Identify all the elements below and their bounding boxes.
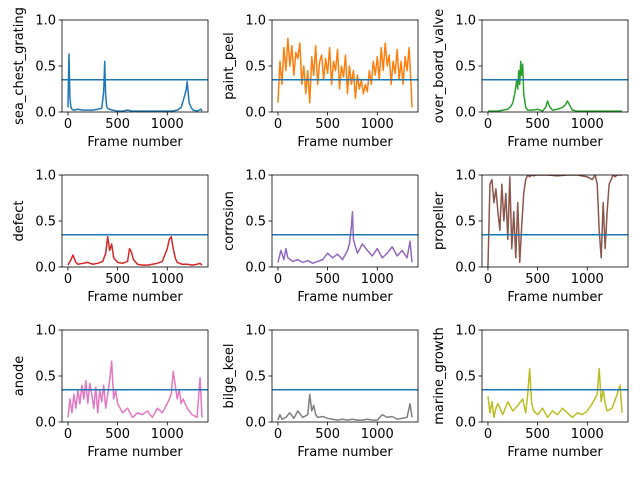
y-tick-label: 0.0 [35, 416, 56, 431]
y-tick-label: 1.0 [245, 324, 266, 339]
y-tick-label: 1.0 [455, 324, 476, 339]
y-tick-label: 0.5 [35, 60, 56, 75]
x-tick-label: 500 [315, 117, 340, 132]
x-tick-label: 500 [105, 272, 130, 287]
y-axis-label: anode [12, 356, 27, 396]
y-axis-label: sea_chest_grating [12, 7, 27, 125]
x-tick-label: 1000 [151, 427, 184, 442]
x-axis-label: Frame number [87, 135, 183, 150]
x-tick-label: 1000 [361, 272, 394, 287]
subplot-defect: 0 500 1000 0.0 0.5 1.0 Frame number defect [12, 169, 209, 305]
x-tick-label: 1000 [361, 427, 394, 442]
y-axis-label: marine_growth [432, 327, 447, 425]
axes-frame [271, 329, 419, 423]
subplot-anode: 0 500 1000 0.0 0.5 1.0 Frame number anode [12, 324, 209, 460]
x-tick-label: 1000 [571, 427, 604, 442]
x-tick-label: 1000 [361, 117, 394, 132]
x-tick-label: 500 [105, 117, 130, 132]
y-tick-label: 0.5 [455, 370, 476, 385]
y-tick-label: 0.0 [35, 106, 56, 121]
y-tick-label: 1.0 [35, 169, 56, 184]
axes-frame [481, 19, 629, 113]
y-axis-label: propeller [432, 191, 447, 250]
y-axis-label: paint_peel [222, 32, 237, 100]
y-axis-label: over_board_valve [432, 9, 447, 124]
y-tick-label: 0.5 [245, 60, 266, 75]
x-tick-label: 0 [484, 272, 492, 287]
y-tick-label: 1.0 [455, 169, 476, 184]
y-axis-label: corrosion [222, 191, 237, 251]
y-tick-label: 0.0 [245, 261, 266, 276]
y-tick-label: 0.5 [245, 215, 266, 230]
x-tick-label: 0 [64, 272, 72, 287]
y-tick-label: 0.0 [455, 106, 476, 121]
y-tick-label: 0.0 [245, 106, 266, 121]
y-tick-label: 0.5 [455, 60, 476, 75]
subplot-corrosion: 0 500 1000 0.0 0.5 1.0 Frame number corrosion [222, 169, 419, 305]
x-axis-label: Frame number [87, 445, 183, 460]
x-tick-label: 1000 [571, 117, 604, 132]
subplot-sea-chest-grating: 0 500 1000 0.0 0.5 1.0 Frame number sea_chest_g… [12, 7, 209, 150]
series-line [67, 53, 203, 112]
x-tick-label: 500 [525, 272, 550, 287]
x-tick-label: 0 [274, 272, 282, 287]
x-tick-label: 1000 [151, 117, 184, 132]
x-tick-label: 1000 [151, 272, 184, 287]
series-line [487, 367, 623, 419]
x-tick-label: 1000 [571, 272, 604, 287]
y-tick-label: 1.0 [35, 14, 56, 29]
y-tick-label: 1.0 [455, 14, 476, 29]
subplot-marine-growth: 0 500 1000 0.0 0.5 1.0 Frame number marine_grow… [432, 324, 629, 460]
axes-frame [61, 174, 209, 268]
x-tick-label: 0 [484, 117, 492, 132]
subplot-propeller: 0 500 1000 0.0 0.5 1.0 Frame number propeller [432, 169, 629, 305]
series-line [277, 393, 413, 421]
y-tick-label: 0.0 [455, 416, 476, 431]
y-tick-label: 0.5 [455, 215, 476, 230]
series-line [277, 37, 413, 108]
x-axis-label: Frame number [507, 445, 603, 460]
x-tick-label: 0 [274, 427, 282, 442]
x-axis-label: Frame number [297, 290, 393, 305]
x-axis-label: Frame number [297, 445, 393, 460]
x-tick-label: 0 [484, 427, 492, 442]
y-axis-label: bilge_keel [222, 344, 237, 409]
y-tick-label: 1.0 [245, 14, 266, 29]
axes-frame [61, 19, 209, 113]
y-tick-label: 0.0 [455, 261, 476, 276]
subplot-over-board-valve: 0 500 1000 0.0 0.5 1.0 Frame number over_board_… [432, 9, 629, 150]
x-tick-label: 500 [315, 427, 340, 442]
x-tick-label: 0 [64, 427, 72, 442]
y-tick-label: 1.0 [245, 169, 266, 184]
x-axis-label: Frame number [87, 290, 183, 305]
y-tick-label: 0.0 [245, 416, 266, 431]
series-line [277, 211, 413, 265]
x-tick-label: 500 [525, 117, 550, 132]
x-tick-label: 500 [105, 427, 130, 442]
y-axis-label: defect [12, 200, 27, 241]
x-tick-label: 500 [525, 427, 550, 442]
y-tick-label: 0.5 [35, 215, 56, 230]
series-line [487, 60, 623, 112]
y-tick-label: 0.5 [35, 370, 56, 385]
y-tick-label: 1.0 [35, 324, 56, 339]
subplot-bilge-keel: 0 500 1000 0.0 0.5 1.0 Frame number bilge_keel [222, 324, 419, 460]
axes-frame [61, 329, 209, 423]
x-axis-label: Frame number [297, 135, 393, 150]
y-tick-label: 0.5 [245, 370, 266, 385]
series-line [67, 235, 203, 266]
subplot-paint-peel: 0 500 1000 0.0 0.5 1.0 Frame number paint_peel [222, 14, 419, 150]
y-tick-label: 0.0 [35, 261, 56, 276]
x-axis-label: Frame number [507, 135, 603, 150]
x-tick-label: 0 [274, 117, 282, 132]
series-line [67, 360, 203, 419]
series-line [487, 175, 623, 267]
x-tick-label: 500 [315, 272, 340, 287]
x-tick-label: 0 [64, 117, 72, 132]
x-axis-label: Frame number [507, 290, 603, 305]
